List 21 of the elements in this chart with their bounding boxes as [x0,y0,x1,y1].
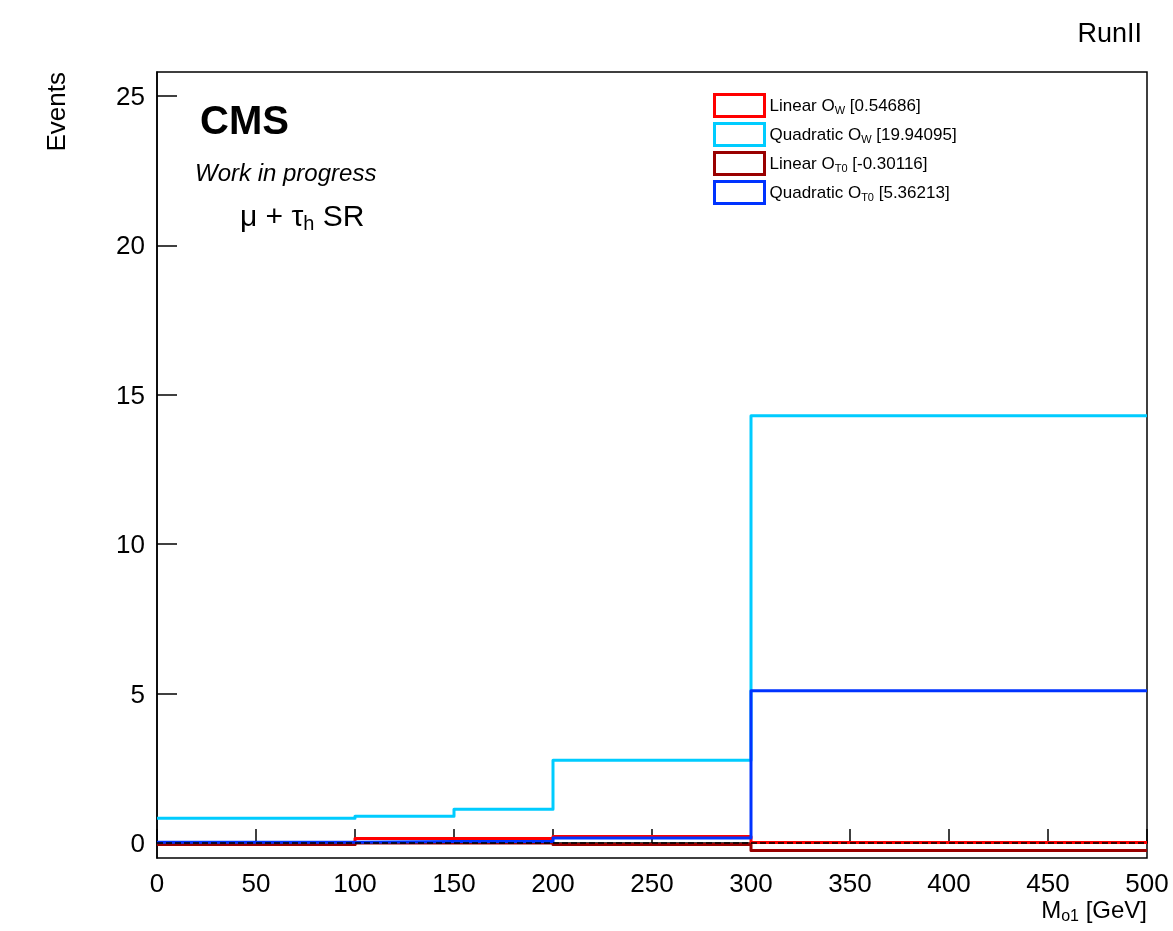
x-tick-label: 500 [1125,868,1169,898]
y-tick-label: 0 [130,828,145,859]
x-tick-label: 200 [531,868,575,898]
y-tick-label: 15 [116,379,145,410]
x-tick-label: 450 [1026,868,1070,898]
x-tick-label: 0 [149,868,165,898]
y-tick-label: 25 [116,80,145,111]
y-tick-label: 10 [116,529,145,560]
x-tick-label: 50 [241,868,271,898]
x-tick-label: 350 [828,868,872,898]
annotation: CMS [200,98,289,142]
y-tick-label: 5 [130,678,145,709]
y-axis-title: Events [41,72,71,152]
x-tick-label: 100 [333,868,377,898]
x-tick-label: 300 [729,868,773,898]
y-tick-label: 20 [116,230,145,261]
x-tick-label: 250 [630,868,674,898]
x-tick-label: 400 [927,868,971,898]
annotation: Work in progress [195,158,377,186]
x-tick-label: 150 [432,868,476,898]
chart-title: RunII [1077,17,1143,48]
